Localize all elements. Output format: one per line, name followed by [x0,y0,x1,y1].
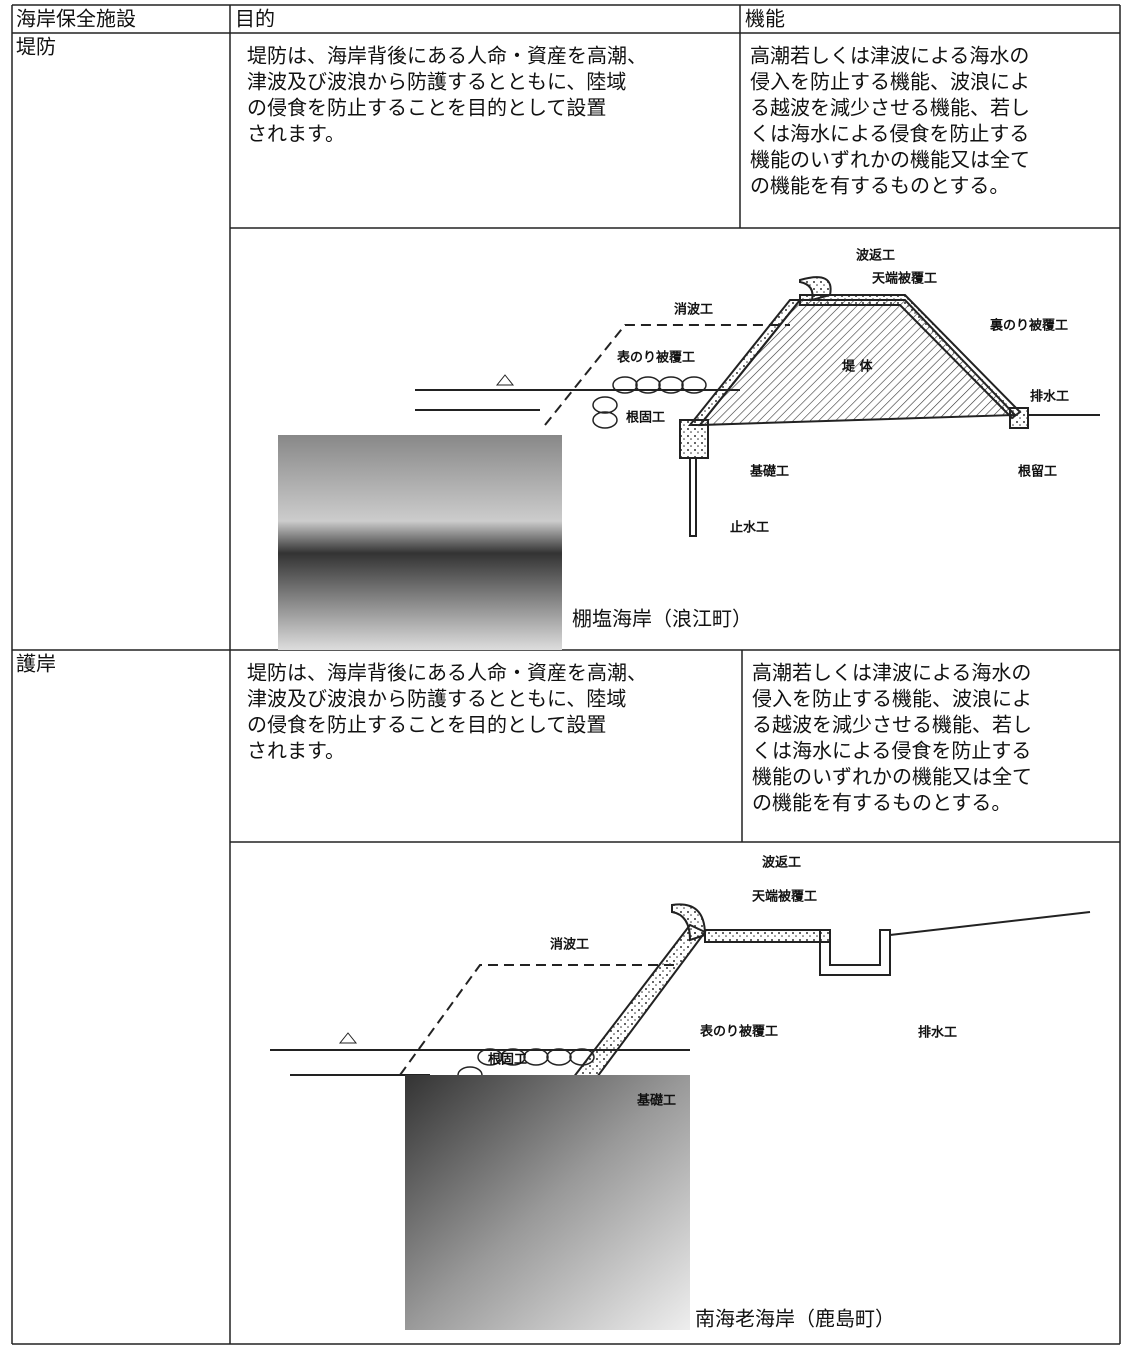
diagram-label: 根固工 [488,1052,527,1068]
diagram-label: 根留工 [1018,464,1057,480]
function-line: る越波を減少させる機能、若し [752,713,1032,737]
diagram-label: 裏のり被覆工 [989,318,1068,334]
purpose-line: 津波及び波浪から防護するとともに、陸域 [247,687,626,711]
photo [405,1075,690,1330]
diagram-label: 波返工 [856,248,895,264]
levee-diagram: 波返工 天端被覆工 消波工 裏のり被覆工 表のり被覆工 堤 体 排水工 根固工 … [278,248,1100,650]
diagram-label: 基礎工 [636,1093,676,1109]
photo [278,435,562,650]
function-line: 高潮若しくは津波による海水の [750,44,1029,68]
diagram-label: 根固工 [626,410,665,426]
diagram-label: 消波工 [550,937,589,953]
diagram-label: 天端被覆工 [752,889,817,905]
header-cell: 目的 [235,7,275,31]
purpose-line: の侵食を防止することを目的として設置 [247,96,606,120]
purpose-line: されます。 [247,122,345,146]
diagram-label: 排水工 [1030,389,1069,405]
function-line: くは海水による侵食を防止する [752,739,1031,763]
function-line: 機能のいずれかの機能又は全て [750,148,1030,172]
function-line: 侵入を防止する機能、波浪によ [752,687,1032,711]
diagram-label: 波返工 [762,855,801,871]
diagram-label: 表のり被覆工 [699,1024,778,1040]
diagram-label: 表のり被覆工 [616,350,695,366]
table-grid [11,4,1121,1345]
diagram-label: 止水工 [730,520,769,536]
row-name: 堤防 [16,35,56,59]
purpose-line: の侵食を防止することを目的として設置 [247,713,606,737]
purpose-line: 堤防は、海岸背後にある人命・資産を高潮、 [247,44,647,68]
function-line: る越波を減少させる機能、若し [750,96,1030,120]
photo-caption: 南海老海岸（鹿島町） [695,1307,895,1331]
function-line: の機能を有するものとする。 [752,791,1011,815]
diagram-label: 天端被覆工 [872,271,937,287]
function-line: 機能のいずれかの機能又は全て [752,765,1032,789]
diagram-label: 基礎工 [749,464,789,480]
revetment-diagram: 波返工 天端被覆工 消波工 表のり被覆工 排水工 根固工 基礎工 南海老海岸（鹿… [270,855,1091,1331]
diagram-label: 消波工 [674,302,713,318]
function-line: 高潮若しくは津波による海水の [752,661,1031,685]
header-cell: 海岸保全施設 [16,7,136,31]
purpose-line: 堤防は、海岸背後にある人命・資産を高潮、 [247,661,647,685]
header-cell: 機能 [745,7,785,31]
row-name: 護岸 [16,652,56,676]
diagram-label: 堤 体 [842,359,874,375]
purpose-line: 津波及び波浪から防護するとともに、陸域 [247,70,626,94]
function-line: の機能を有するものとする。 [750,174,1009,198]
function-line: 侵入を防止する機能、波浪によ [750,70,1030,94]
header-row: 海岸保全施設 目的 機能 [16,7,785,31]
rows: 堤防 堤防は、海岸背後にある人命・資産を高潮、津波及び波浪から防護するとともに、陸… [16,35,1032,815]
function-line: くは海水による侵食を防止する [750,122,1029,146]
purpose-line: されます。 [247,739,345,763]
photo-caption: 棚塩海岸（浪江町） [572,607,752,631]
diagram-label: 排水工 [918,1025,957,1041]
